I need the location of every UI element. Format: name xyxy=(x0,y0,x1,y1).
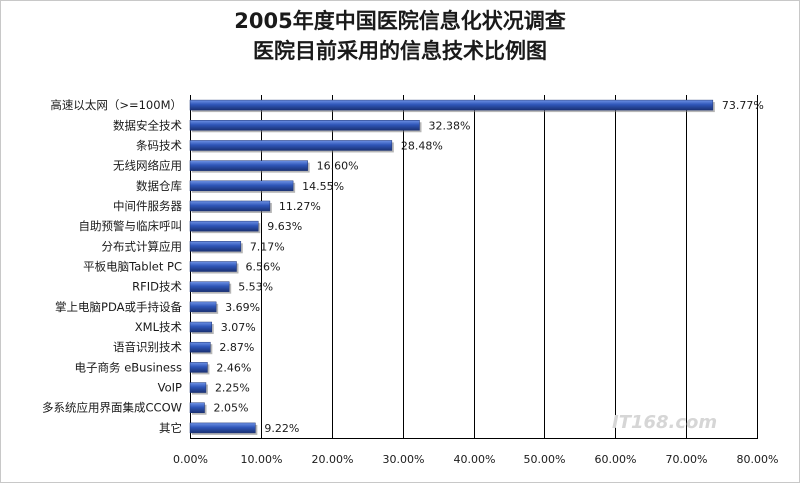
data-label: 7.17% xyxy=(250,240,285,253)
chart-title: 2005年度中国医院信息化状况调查 医院目前采用的信息技术比例图 xyxy=(0,6,800,66)
category-label: RFID技术 xyxy=(132,280,182,294)
category-label: 平板电脑Tablet PC xyxy=(83,260,182,274)
data-label: 9.63% xyxy=(267,220,302,233)
category-label: 条码技术 xyxy=(136,138,182,152)
bar xyxy=(189,341,211,353)
bar xyxy=(189,261,237,272)
category-label: 掌上电脑PDA或手持设备 xyxy=(55,300,182,314)
category-label: XML技术 xyxy=(135,320,183,334)
data-label: 2.46% xyxy=(216,361,251,374)
chart-title-line-1: 2005年度中国医院信息化状况调查 xyxy=(234,9,566,33)
data-label: 2.25% xyxy=(215,382,250,395)
data-label: 9.22% xyxy=(264,422,299,435)
data-label: 3.69% xyxy=(225,301,260,314)
bar xyxy=(189,402,205,413)
bar xyxy=(189,99,714,111)
category-labels: 高速以太网（>=100M） 数据安全技术条码技术无线网络应用数据仓库中间件服务器自… xyxy=(42,98,182,435)
category-label: 电子商务 eBusiness xyxy=(75,360,182,374)
x-tick-labels: 0.00% 10.00% 20.00% 30.00% 40.00% 50.00% 60.00… xyxy=(173,453,778,466)
x-tick-label: 60.00% xyxy=(595,453,637,466)
watermark-logo: IT168.com xyxy=(612,412,717,433)
category-label: 语音识别技术 xyxy=(113,340,182,354)
category-label: 其它 xyxy=(159,421,182,435)
x-tick-label: 20.00% xyxy=(312,453,354,466)
data-label: 28.48% xyxy=(401,139,443,152)
data-label: 16.60% xyxy=(317,160,359,173)
bar xyxy=(189,200,271,212)
x-tick-label: 10.00% xyxy=(241,453,283,466)
category-label: 数据安全技术 xyxy=(113,118,182,132)
category-label: 高速以太网（>=100M） xyxy=(50,98,182,112)
bar xyxy=(189,362,208,373)
data-label: 14.55% xyxy=(302,180,344,193)
data-label: 73.77% xyxy=(722,99,764,112)
category-label: 无线网络应用 xyxy=(113,159,182,173)
bar xyxy=(189,140,393,151)
category-label: 自助预警与临床呼叫 xyxy=(79,219,183,233)
category-label: 数据仓库 xyxy=(136,179,182,193)
bar xyxy=(189,180,294,192)
data-labels: 73.77% 32.38% 28.48% 16.60% 14.55% 11.27% 9.63… xyxy=(214,99,764,435)
x-tick-label: 40.00% xyxy=(454,453,496,466)
chart-title-line-2: 医院目前采用的信息技术比例图 xyxy=(253,39,547,63)
data-label: 6.56% xyxy=(245,261,280,274)
data-label: 2.05% xyxy=(214,402,249,415)
category-label: 分布式计算应用 xyxy=(102,239,183,253)
bar xyxy=(189,220,259,232)
x-tick-label: 70.00% xyxy=(666,453,708,466)
data-label: 5.53% xyxy=(238,281,273,294)
bar xyxy=(189,241,242,252)
category-label: VoIP xyxy=(158,381,182,395)
x-tick-label: 50.00% xyxy=(524,453,566,466)
x-tick-label: 80.00% xyxy=(737,453,779,466)
data-label: 32.38% xyxy=(428,119,470,132)
category-label: 多系统应用界面集成CCOW xyxy=(42,401,182,415)
data-label: 11.27% xyxy=(279,200,321,213)
bar xyxy=(189,281,230,292)
bars xyxy=(189,99,715,435)
data-label: 2.87% xyxy=(219,341,254,354)
category-label: 中间件服务器 xyxy=(113,199,182,213)
bar xyxy=(189,382,207,393)
bar xyxy=(189,120,420,131)
bar xyxy=(189,422,256,434)
bar xyxy=(189,301,217,313)
bar xyxy=(189,321,213,333)
x-tick-label: 0.00% xyxy=(173,453,208,466)
data-label: 3.07% xyxy=(221,321,256,334)
x-tick-label: 30.00% xyxy=(383,453,425,466)
bar xyxy=(189,160,308,171)
